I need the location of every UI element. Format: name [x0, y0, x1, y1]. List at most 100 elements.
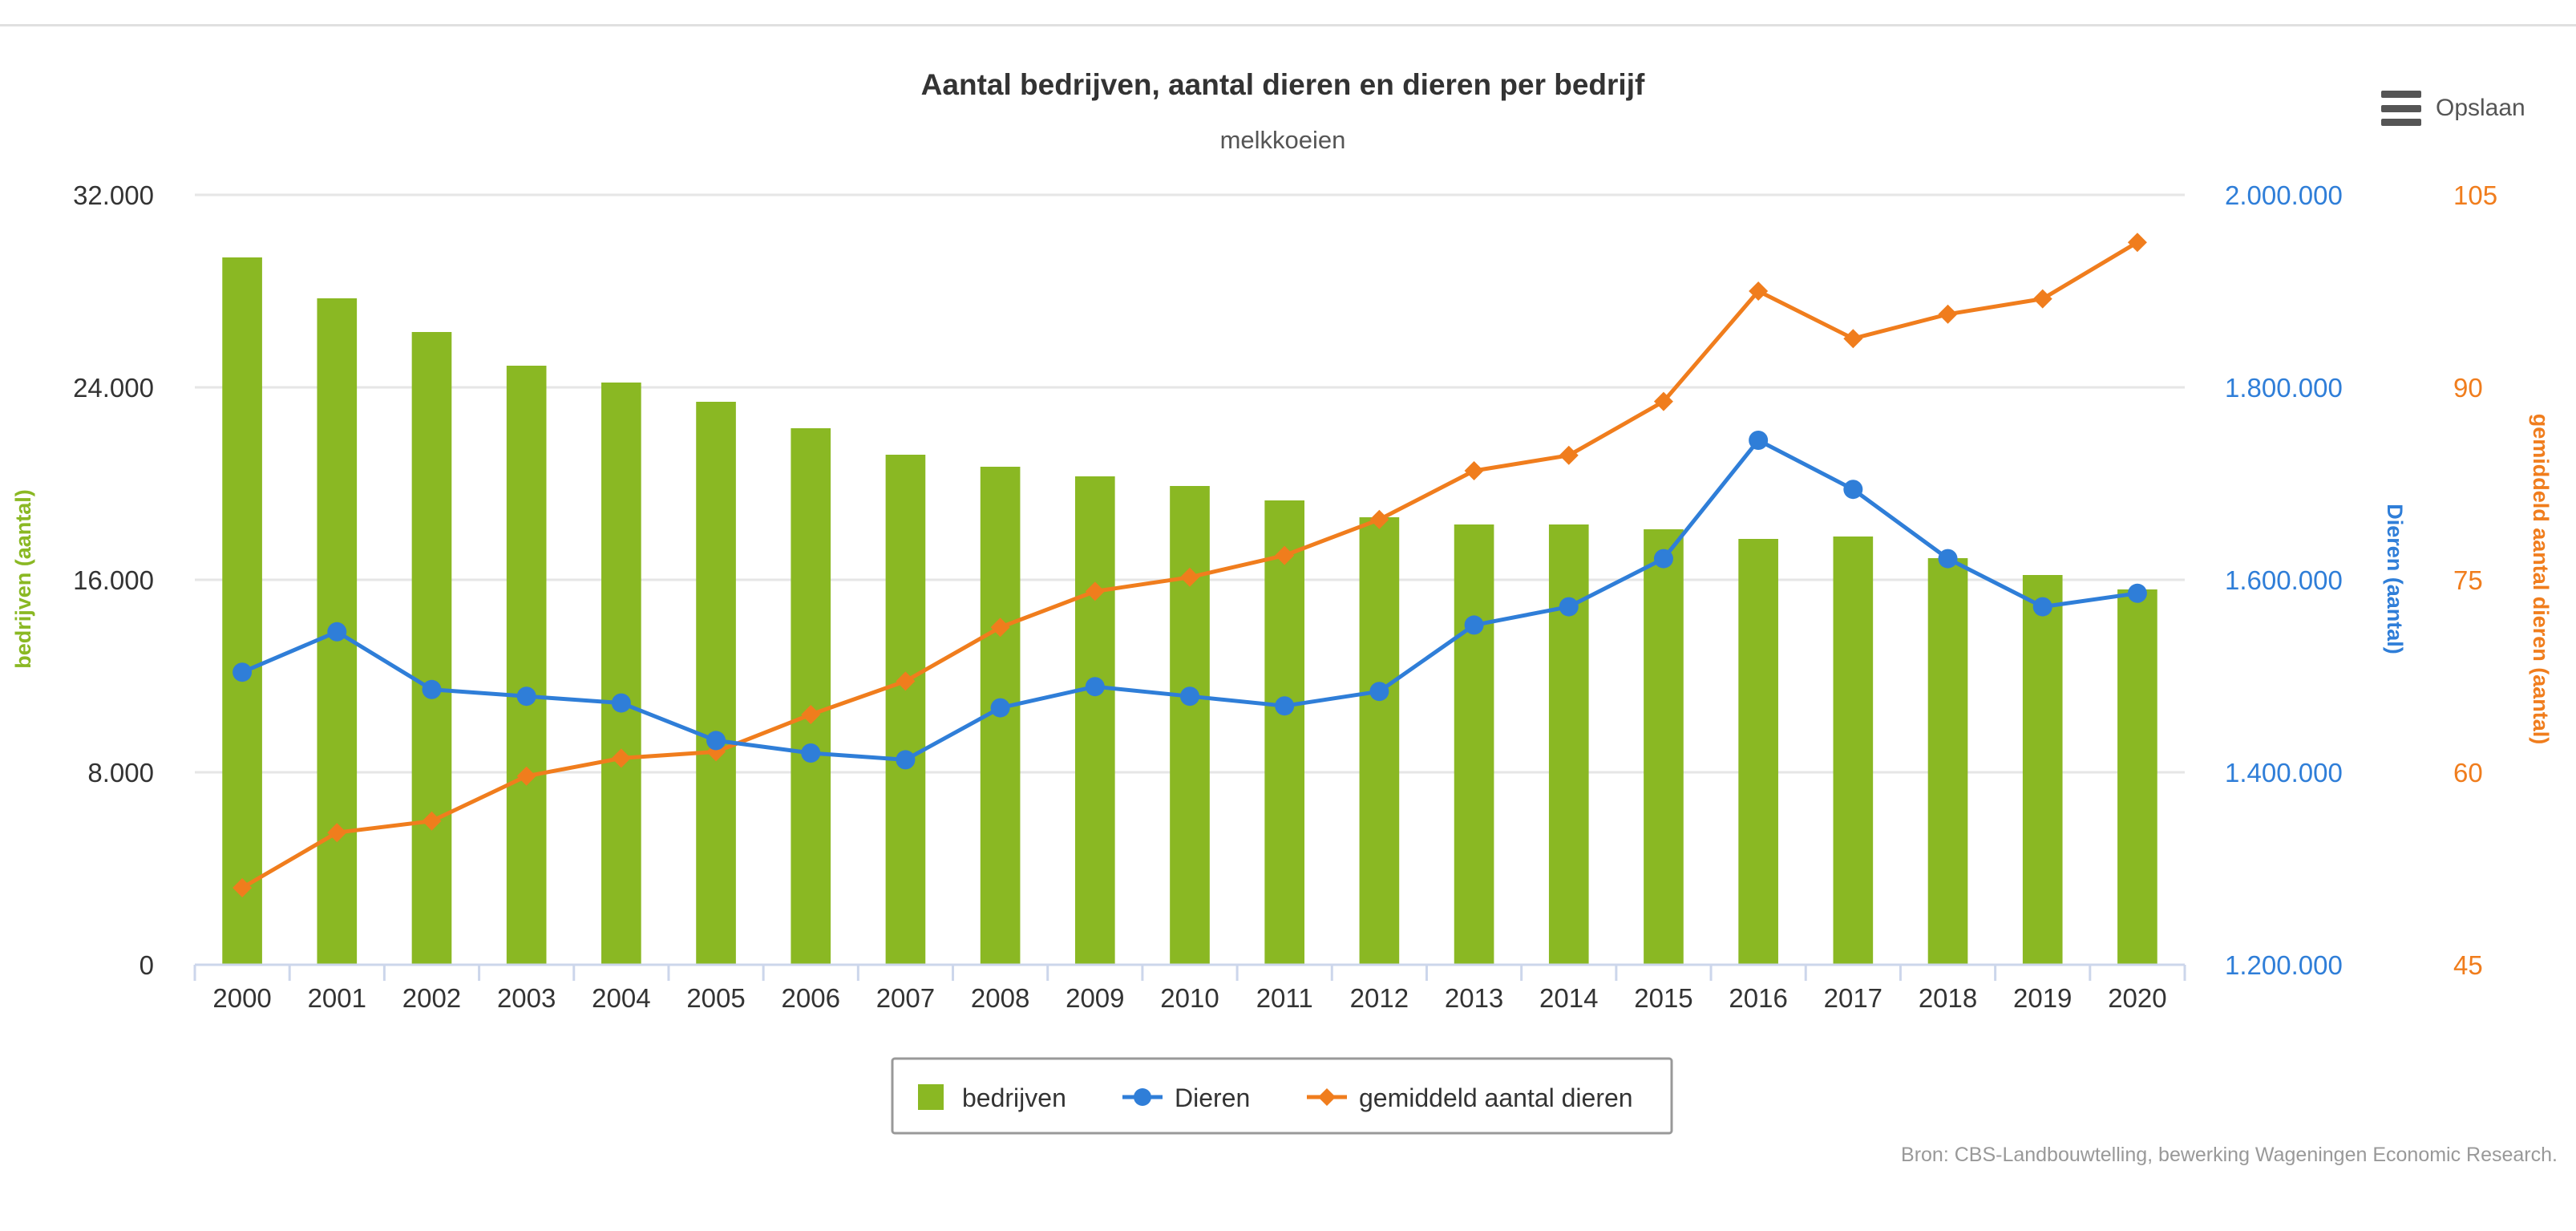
- point-gemiddeld: [896, 671, 916, 691]
- point-gemiddeld: [1559, 445, 1579, 465]
- x-tick-label: 2002: [402, 983, 461, 1013]
- x-tick-label: 2006: [782, 983, 840, 1013]
- y-right2-tick-label: 60: [2453, 758, 2483, 788]
- y-right2-title: gemiddeld aantal dieren (aantal): [2529, 414, 2553, 745]
- hamburger-icon: [2381, 91, 2421, 126]
- legend-marker-gemiddeld: [1318, 1088, 1336, 1106]
- point-dieren: [1559, 597, 1579, 617]
- point-gemiddeld: [1749, 281, 1769, 301]
- bar-bedrijven: [506, 366, 547, 965]
- point-dieren: [1275, 696, 1295, 716]
- y-right1-tick-label: 1.600.000: [2225, 565, 2343, 595]
- y-right1-title: Dieren (aantal): [2383, 504, 2407, 654]
- point-gemiddeld: [801, 705, 821, 724]
- y-right1-tick-label: 1.400.000: [2225, 758, 2343, 788]
- x-tick-label: 2008: [971, 983, 1029, 1013]
- point-gemiddeld: [1464, 461, 1484, 480]
- y-right1-tick-label: 1.800.000: [2225, 373, 2343, 403]
- legend[interactable]: bedrijven Dieren gemiddeld aantal dieren: [891, 1057, 1673, 1135]
- x-tick-label: 2017: [1824, 983, 1882, 1013]
- bar-bedrijven: [696, 402, 736, 965]
- y-right1-tick-label: 2.000.000: [2225, 180, 2343, 210]
- legend-label-gemiddeld: gemiddeld aantal dieren: [1359, 1083, 1633, 1112]
- point-gemiddeld: [1369, 509, 1389, 529]
- point-gemiddeld: [1938, 304, 1958, 324]
- point-gemiddeld: [1843, 329, 1863, 349]
- y-left-title: bedrijven (aantal): [11, 489, 35, 669]
- point-gemiddeld: [327, 823, 347, 843]
- point-gemiddeld: [611, 748, 631, 768]
- point-gemiddeld: [2127, 233, 2147, 253]
- point-dieren: [1085, 677, 1105, 697]
- bar-bedrijven: [1359, 517, 1400, 965]
- point-dieren: [1938, 549, 1958, 569]
- legend-item-gemiddeld[interactable]: gemiddeld aantal dieren: [1307, 1083, 1633, 1112]
- point-gemiddeld: [990, 618, 1010, 638]
- x-tick-label: 2005: [686, 983, 745, 1013]
- legend-item-bedrijven[interactable]: bedrijven: [918, 1083, 1066, 1112]
- point-dieren: [1369, 682, 1389, 702]
- bar-bedrijven: [2117, 589, 2157, 965]
- bars-bedrijven: [222, 257, 2157, 965]
- x-tick-label: 2003: [497, 983, 556, 1013]
- y-left-tick-label: 32.000: [73, 180, 154, 210]
- x-tick-label: 2009: [1066, 983, 1124, 1013]
- legend-label-dieren: Dieren: [1175, 1083, 1250, 1112]
- x-tick-label: 2016: [1729, 983, 1787, 1013]
- point-gemiddeld: [2032, 289, 2052, 309]
- y-right2-tick-label: 75: [2453, 565, 2483, 595]
- x-tick-label: 2000: [212, 983, 271, 1013]
- bar-bedrijven: [1170, 486, 1210, 965]
- point-dieren: [990, 698, 1010, 718]
- x-tick-label: 2004: [592, 983, 650, 1013]
- point-dieren: [611, 693, 631, 713]
- x-tick-label: 2018: [1919, 983, 1977, 1013]
- point-dieren: [422, 679, 442, 699]
- y-left-tick-label: 24.000: [73, 373, 154, 403]
- x-tick-label: 2001: [308, 983, 366, 1013]
- point-dieren: [233, 662, 253, 682]
- bar-bedrijven: [1264, 500, 1305, 965]
- x-tick-label: 2015: [1634, 983, 1692, 1013]
- source-credit: Bron: CBS-Landbouwtelling, bewerking Wag…: [1901, 1144, 2558, 1166]
- bar-bedrijven: [411, 332, 452, 965]
- chart-subtitle: melkkoeien: [1220, 126, 1346, 154]
- point-gemiddeld: [422, 811, 442, 831]
- point-dieren: [706, 731, 726, 751]
- point-gemiddeld: [1085, 581, 1105, 601]
- point-dieren: [1464, 615, 1484, 635]
- x-tick-label: 2019: [2013, 983, 2072, 1013]
- y-right1-tick-label: 1.200.000: [2225, 950, 2343, 980]
- x-axis: 2000 2001 2002 2003 2004 2005 2006 2007 2008 2009…: [193, 963, 2186, 1013]
- bar-bedrijven: [1454, 524, 1494, 965]
- x-tick-label: 2013: [1445, 983, 1503, 1013]
- y-right2-tick-label: 105: [2453, 180, 2497, 210]
- legend-marker-dieren: [1134, 1088, 1151, 1106]
- y-axes: 0 8.000 16.000 24.000 32.000 1.200.000 1.400.0…: [11, 180, 2553, 980]
- legend-item-dieren[interactable]: Dieren: [1122, 1083, 1250, 1112]
- y-left-tick-label: 8.000: [87, 758, 154, 788]
- point-gemiddeld: [1653, 391, 1673, 411]
- point-gemiddeld: [233, 878, 253, 897]
- top-divider: [0, 24, 2576, 26]
- export-menu-label: Opslaan: [2436, 95, 2525, 121]
- y-left-tick-label: 0: [140, 950, 154, 980]
- point-dieren: [1749, 431, 1769, 450]
- point-dieren: [2032, 597, 2052, 617]
- export-menu-button[interactable]: Opslaan: [2381, 84, 2558, 132]
- bar-bedrijven: [1074, 476, 1115, 965]
- chart-title: Aantal bedrijven, aantal dieren en diere…: [921, 68, 1645, 101]
- x-tick-label: 2012: [1350, 983, 1409, 1013]
- y-right2-tick-label: 45: [2453, 950, 2483, 980]
- point-dieren: [1653, 549, 1673, 569]
- x-tick-label: 2011: [1256, 983, 1313, 1013]
- point-dieren: [2127, 583, 2147, 603]
- y-left-tick-label: 16.000: [73, 565, 154, 595]
- point-dieren: [801, 743, 821, 763]
- legend-label-bedrijven: bedrijven: [962, 1083, 1066, 1112]
- bar-bedrijven: [1738, 539, 1778, 965]
- point-gemiddeld: [516, 766, 536, 786]
- y-right2-tick-label: 90: [2453, 373, 2483, 403]
- bar-bedrijven: [1927, 558, 1968, 965]
